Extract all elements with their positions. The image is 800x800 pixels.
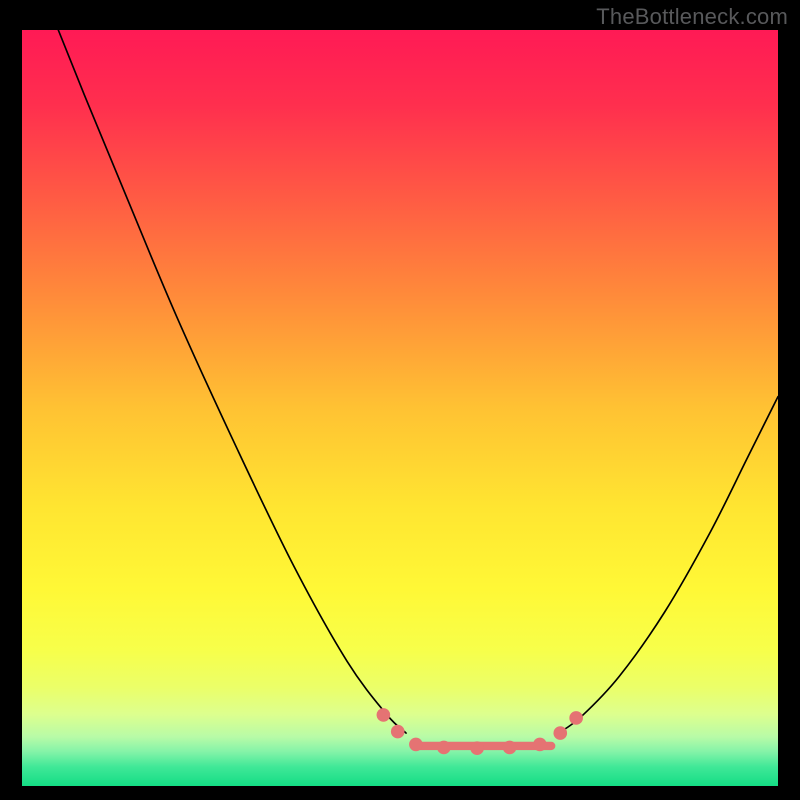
valley-marker bbox=[409, 738, 423, 752]
valley-marker bbox=[569, 711, 583, 725]
curve-overlay bbox=[22, 30, 778, 786]
right-curve bbox=[559, 397, 778, 733]
valley-marker bbox=[377, 708, 391, 722]
valley-marker bbox=[437, 741, 451, 755]
valley-marker bbox=[553, 726, 567, 740]
valley-marker bbox=[533, 738, 547, 752]
valley-marker bbox=[391, 725, 405, 739]
valley-marker bbox=[503, 741, 517, 755]
left-curve bbox=[58, 30, 406, 733]
watermark-text: TheBottleneck.com bbox=[596, 4, 788, 30]
plot-area bbox=[22, 30, 778, 786]
valley-marker bbox=[470, 741, 484, 755]
chart-frame: TheBottleneck.com bbox=[0, 0, 800, 800]
